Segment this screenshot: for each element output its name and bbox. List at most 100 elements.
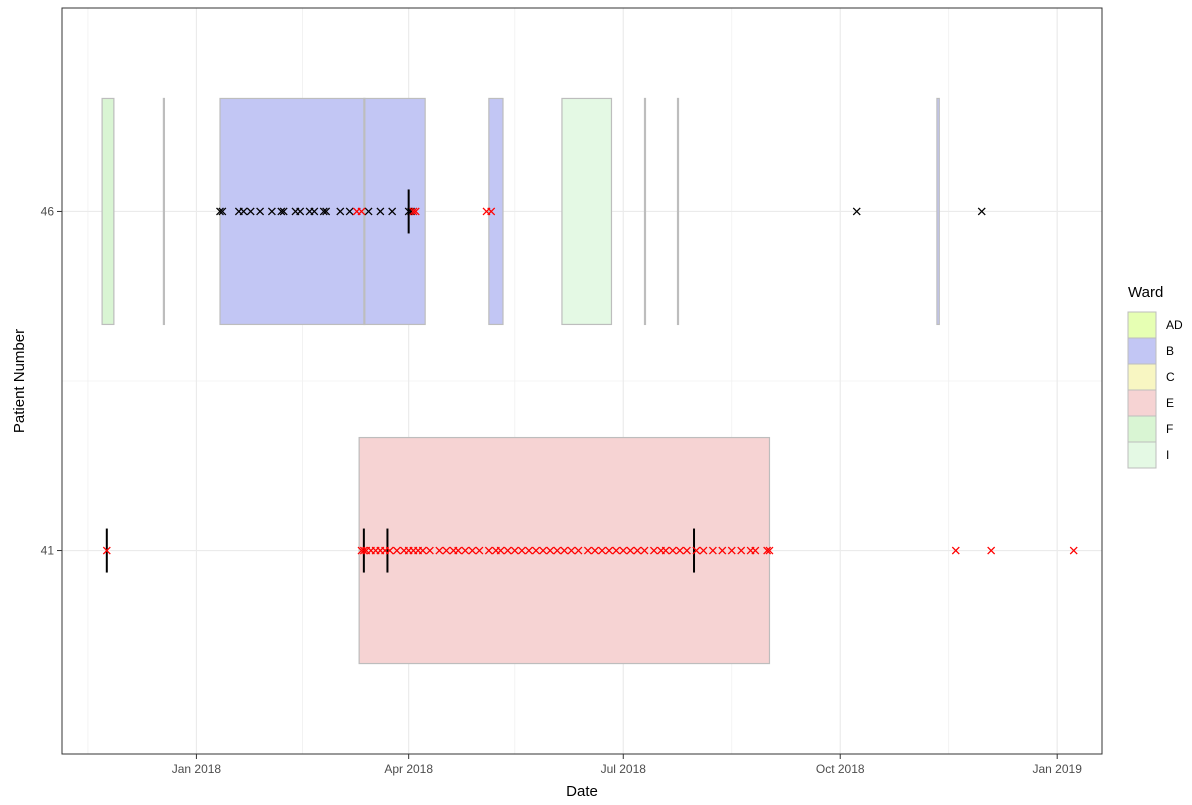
observation-marker bbox=[296, 207, 305, 216]
marker-stroke bbox=[392, 546, 401, 555]
ward-stay-b bbox=[936, 97, 940, 326]
observation-marker bbox=[546, 546, 555, 555]
observation-marker bbox=[484, 546, 493, 555]
ward-stay-b bbox=[488, 97, 504, 326]
marker-stroke bbox=[649, 546, 658, 555]
marker-stroke bbox=[718, 546, 727, 555]
observation-marker bbox=[626, 546, 635, 555]
legend-label: B bbox=[1166, 344, 1174, 358]
marker-stroke bbox=[216, 207, 224, 216]
ward-stay-f bbox=[162, 97, 166, 326]
marker-stroke bbox=[442, 546, 451, 555]
marker-stroke bbox=[987, 546, 996, 555]
observation-marker bbox=[668, 546, 677, 555]
marker-stroke bbox=[102, 546, 111, 555]
observation-marker bbox=[591, 546, 599, 555]
ward-stay-b bbox=[219, 97, 426, 326]
legend-label: AD bbox=[1166, 318, 1183, 332]
marker-stroke bbox=[484, 546, 493, 555]
legend-key-c bbox=[1127, 363, 1157, 391]
y-axis: 41 46 bbox=[41, 204, 62, 558]
observation-marker bbox=[454, 546, 463, 555]
y-axis-label: Patient Number bbox=[11, 329, 28, 433]
marker-stroke bbox=[357, 207, 366, 216]
x-axis: Jan 2018 Apr 2018 Jul 2018 Oct 2018 Jan 2019 bbox=[172, 754, 1082, 776]
observation-marker bbox=[675, 546, 684, 555]
ward-stay-f bbox=[676, 97, 680, 326]
observation-marker bbox=[487, 207, 496, 216]
observation-marker bbox=[560, 546, 569, 555]
marker-stroke bbox=[246, 207, 255, 216]
observation-marker bbox=[619, 546, 628, 555]
x-axis-label: Date bbox=[566, 783, 598, 800]
observation-marker bbox=[524, 546, 533, 555]
marker-stroke bbox=[633, 546, 642, 555]
observation-marker bbox=[852, 207, 861, 216]
panel-border bbox=[61, 7, 1103, 755]
marker-stroke bbox=[359, 546, 368, 555]
marker-stroke bbox=[418, 546, 427, 555]
observation-marker bbox=[442, 546, 451, 555]
observation-marker bbox=[310, 207, 319, 216]
marker-stroke bbox=[468, 546, 477, 555]
marker-stroke bbox=[510, 546, 519, 555]
marker-stroke bbox=[475, 546, 484, 555]
observation-marker bbox=[359, 546, 368, 555]
observation-marker bbox=[435, 546, 444, 555]
observation-marker bbox=[385, 546, 394, 555]
marker-stroke bbox=[336, 207, 345, 216]
marker-stroke bbox=[517, 546, 526, 555]
legend-title: Ward bbox=[1128, 284, 1163, 301]
marker-stroke bbox=[699, 546, 708, 555]
marker-stroke bbox=[539, 546, 548, 555]
marker-stroke bbox=[553, 546, 562, 555]
observation-marker bbox=[392, 546, 401, 555]
observation-marker bbox=[567, 546, 576, 555]
marker-stroke bbox=[267, 207, 276, 216]
observation-marker bbox=[699, 546, 708, 555]
observation-marker bbox=[977, 207, 986, 216]
observation-marker bbox=[553, 546, 562, 555]
legend-key-b bbox=[1127, 337, 1157, 365]
marker-stroke bbox=[765, 546, 774, 555]
marker-stroke bbox=[626, 546, 635, 555]
marker-stroke bbox=[319, 207, 328, 216]
observation-marker bbox=[517, 546, 526, 555]
x-tick-label: Jan 2018 bbox=[172, 762, 222, 776]
observation-marker bbox=[425, 546, 434, 555]
observation-marker bbox=[692, 546, 701, 555]
observation-marker bbox=[765, 546, 774, 555]
observation-marker bbox=[539, 546, 548, 555]
ward-stay-f bbox=[101, 97, 115, 326]
observation-marker bbox=[322, 207, 331, 216]
marker-stroke bbox=[409, 207, 418, 216]
marker-stroke bbox=[612, 546, 621, 555]
observation-marker bbox=[388, 207, 397, 216]
marker-stroke bbox=[708, 546, 717, 555]
legend-label: F bbox=[1166, 422, 1173, 436]
observation-markers bbox=[102, 207, 1078, 555]
marker-stroke bbox=[619, 546, 628, 555]
observation-marker bbox=[376, 207, 385, 216]
observation-marker bbox=[345, 207, 354, 216]
ward-stay-i bbox=[561, 97, 613, 326]
observation-marker bbox=[246, 207, 255, 216]
legend-key-f bbox=[1127, 415, 1157, 443]
marker-stroke bbox=[675, 546, 684, 555]
marker-stroke bbox=[583, 546, 592, 555]
observation-marker bbox=[277, 207, 286, 216]
marker-stroke bbox=[668, 546, 677, 555]
ward-stay-b bbox=[363, 97, 366, 326]
marker-stroke bbox=[411, 207, 420, 216]
observation-marker bbox=[418, 546, 427, 555]
observation-marker bbox=[708, 546, 717, 555]
marker-stroke bbox=[852, 207, 861, 216]
marker-stroke bbox=[524, 546, 533, 555]
observation-marker bbox=[574, 546, 583, 555]
legend-key-i bbox=[1127, 441, 1157, 469]
observation-marker bbox=[951, 546, 960, 555]
legend-key-e bbox=[1127, 389, 1157, 417]
marker-stroke bbox=[1069, 546, 1078, 555]
x-tick-label: Jul 2018 bbox=[601, 762, 647, 776]
